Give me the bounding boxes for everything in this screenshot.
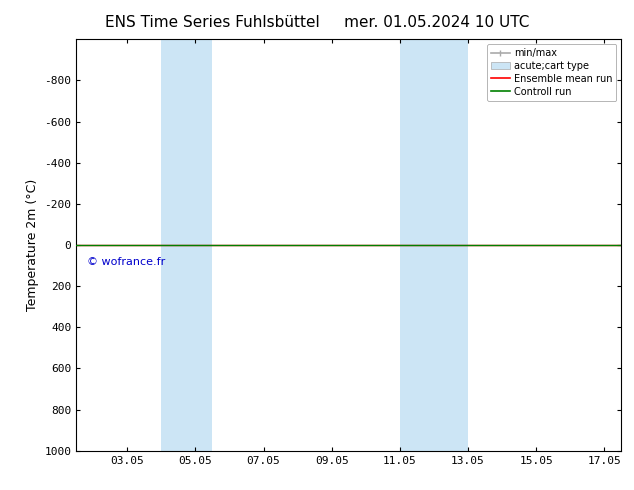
Text: ENS Time Series Fuhlsbüttel     mer. 01.05.2024 10 UTC: ENS Time Series Fuhlsbüttel mer. 01.05.2…	[105, 15, 529, 30]
Text: © wofrance.fr: © wofrance.fr	[87, 257, 165, 268]
Bar	[161, 39, 212, 451]
Bar	[400, 39, 468, 451]
Legend: min/max, acute;cart type, Ensemble mean run, Controll run: min/max, acute;cart type, Ensemble mean …	[487, 44, 616, 100]
Y-axis label: Temperature 2m (°C): Temperature 2m (°C)	[25, 179, 39, 311]
